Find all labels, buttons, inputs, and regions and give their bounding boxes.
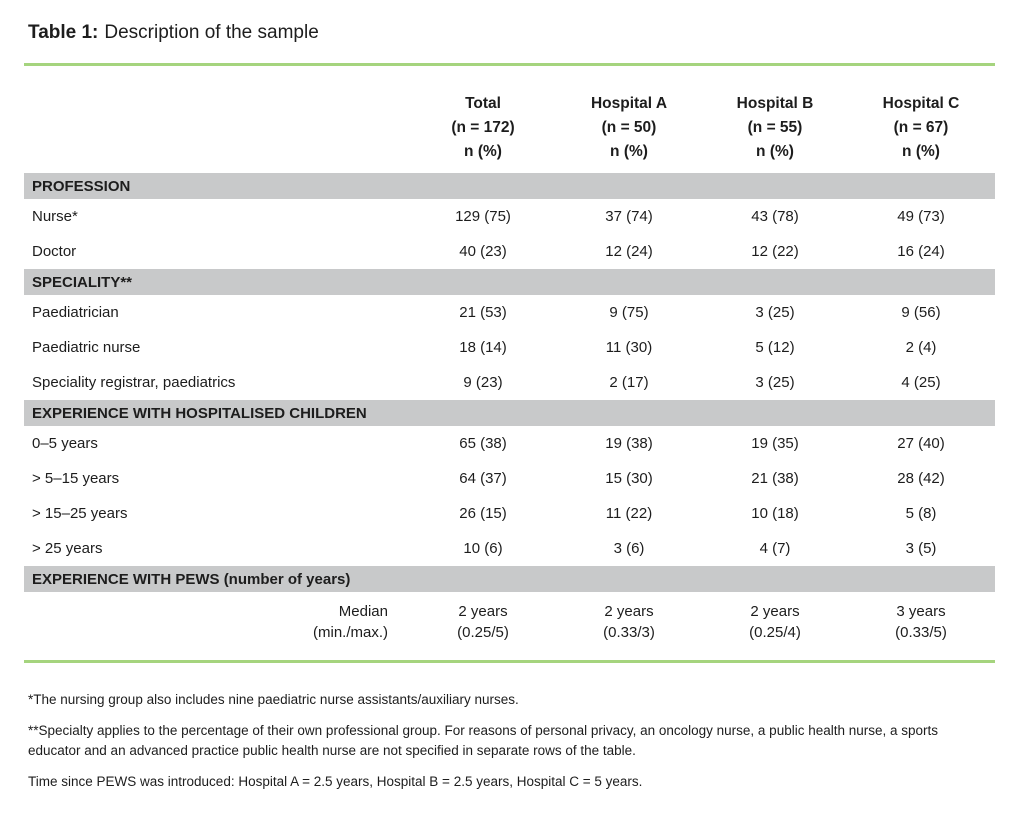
- row-label: Paediatric nurse: [32, 339, 141, 356]
- footnote-1: *The nursing group also includes nine pa…: [28, 692, 519, 707]
- cell-value: 15 (30): [605, 470, 653, 487]
- cell-value: 10 (18): [751, 505, 799, 522]
- cell-value: 2 years (0.33/3): [603, 603, 655, 641]
- footnote-3: Time since PEWS was introduced: Hospital…: [28, 774, 643, 789]
- table-top-rule: [24, 63, 995, 66]
- cell-value: 11 (30): [605, 339, 653, 356]
- table-row: > 25 years 10 (6) 3 (6) 4 (7) 3 (5): [24, 531, 995, 566]
- row-label: Nurse*: [32, 208, 78, 225]
- table-row: Speciality registrar, paediatrics 9 (23) 2…: [24, 365, 995, 400]
- column-header-hospital-b: Hospital B (n = 55) n (%): [736, 95, 814, 160]
- cell-value: 19 (35): [751, 435, 799, 452]
- row-label: > 15–25 years: [32, 505, 128, 522]
- table-row: 0–5 years 65 (38) 19 (38) 19 (35) 27 (40): [24, 426, 995, 461]
- cell-value: 64 (37): [459, 470, 507, 487]
- cell-value: 26 (15): [459, 505, 507, 522]
- table-body: PROFESSION Nurse* 129 (75) 37 (74) 43 (78) 49…: [24, 173, 995, 660]
- row-label: Paediatrician: [32, 304, 119, 321]
- section-header-row: EXPERIENCE WITH HOSPITALISED CHILDREN: [24, 400, 995, 426]
- footnote-2: **Specialty applies to the percentage of…: [28, 723, 939, 758]
- section-header-row: SPECIALITY**: [24, 269, 995, 295]
- cell-value: 5 (12): [755, 339, 795, 356]
- row-label: Doctor: [32, 243, 77, 260]
- cell-value: 3 years (0.33/5): [895, 603, 947, 641]
- table-bottom-rule: [24, 660, 995, 663]
- cell-value: 2 years (0.25/5): [457, 603, 509, 641]
- table-row: Median (min./max.) 2 years (0.25/5) 2 year…: [24, 592, 995, 660]
- cell-value: 9 (23): [463, 374, 503, 391]
- table-header-row: Total (n = 172) n (%) Hospital A (n = 50…: [24, 66, 995, 173]
- column-header-hospital-a: Hospital A (n = 50) n (%): [590, 95, 668, 160]
- table-row: Nurse* 129 (75) 37 (74) 43 (78) 49 (73): [24, 199, 995, 234]
- table-row: > 5–15 years 64 (37) 15 (30) 21 (38) 28 (42): [24, 461, 995, 496]
- table-caption-text: Description of the sample: [104, 22, 319, 43]
- cell-value: 43 (78): [751, 208, 799, 225]
- cell-value: 37 (74): [605, 208, 653, 225]
- row-label: > 5–15 years: [32, 470, 120, 487]
- cell-value: 3 (6): [613, 540, 645, 557]
- table-row: Paediatrician 21 (53) 9 (75) 3 (25) 9 (56): [24, 295, 995, 330]
- column-header-total: Total (n = 172) n (%): [451, 95, 515, 160]
- row-label: > 25 years: [32, 540, 103, 557]
- table-row: > 15–25 years 26 (15) 11 (22) 10 (18) 5 (8): [24, 496, 995, 531]
- cell-value: 49 (73): [897, 208, 945, 225]
- cell-value: 11 (22): [605, 505, 653, 522]
- row-label: Median (min./max.): [313, 603, 388, 641]
- table-row: Paediatric nurse 18 (14) 11 (30) 5 (12) 2 (4…: [24, 330, 995, 365]
- section-header-row: EXPERIENCE WITH PEWS (number of years): [24, 566, 995, 592]
- table-row: Doctor 40 (23) 12 (24) 12 (22) 16 (24): [24, 234, 995, 269]
- cell-value: 18 (14): [459, 339, 507, 356]
- section-header-label: EXPERIENCE WITH PEWS (number of years): [32, 570, 351, 588]
- table-caption: Table 1: Description of the sample: [28, 22, 995, 44]
- cell-value: 27 (40): [897, 435, 945, 452]
- cell-value: 12 (22): [751, 243, 799, 260]
- cell-value: 3 (25): [755, 374, 795, 391]
- cell-value: 3 (25): [755, 304, 795, 321]
- sample-table: Total (n = 172) n (%) Hospital A (n = 50…: [24, 63, 995, 663]
- cell-value: 16 (24): [897, 243, 945, 260]
- cell-value: 129 (75): [455, 208, 511, 225]
- cell-value: 9 (75): [609, 304, 649, 321]
- row-label: Speciality registrar, paediatrics: [32, 374, 236, 391]
- section-header-label: EXPERIENCE WITH HOSPITALISED CHILDREN: [32, 404, 367, 422]
- cell-value: 4 (7): [759, 540, 791, 557]
- cell-value: 2 (17): [609, 374, 649, 391]
- cell-value: 2 years (0.25/4): [749, 603, 801, 641]
- cell-value: 5 (8): [905, 505, 937, 522]
- row-label: 0–5 years: [32, 435, 98, 452]
- table-footnotes: *The nursing group also includes nine pa…: [28, 690, 993, 792]
- cell-value: 21 (53): [459, 304, 507, 321]
- section-header-label: PROFESSION: [32, 177, 131, 195]
- cell-value: 12 (24): [605, 243, 653, 260]
- section-header-label: SPECIALITY**: [32, 273, 133, 291]
- cell-value: 2 (4): [905, 339, 937, 356]
- cell-value: 10 (6): [463, 540, 503, 557]
- cell-value: 19 (38): [605, 435, 653, 452]
- cell-value: 40 (23): [459, 243, 507, 260]
- header-spacer-cell: [24, 92, 410, 164]
- cell-value: 28 (42): [897, 470, 945, 487]
- page: Table 1: Description of the sample Total …: [24, 22, 995, 792]
- cell-value: 65 (38): [459, 435, 507, 452]
- column-header-hospital-c: Hospital C (n = 67) n (%): [882, 95, 960, 160]
- cell-value: 9 (56): [901, 304, 941, 321]
- section-header-row: PROFESSION: [24, 173, 995, 199]
- cell-value: 4 (25): [901, 374, 941, 391]
- cell-value: 3 (5): [905, 540, 937, 557]
- cell-value: 21 (38): [751, 470, 799, 487]
- table-caption-label: Table 1:: [28, 22, 99, 43]
